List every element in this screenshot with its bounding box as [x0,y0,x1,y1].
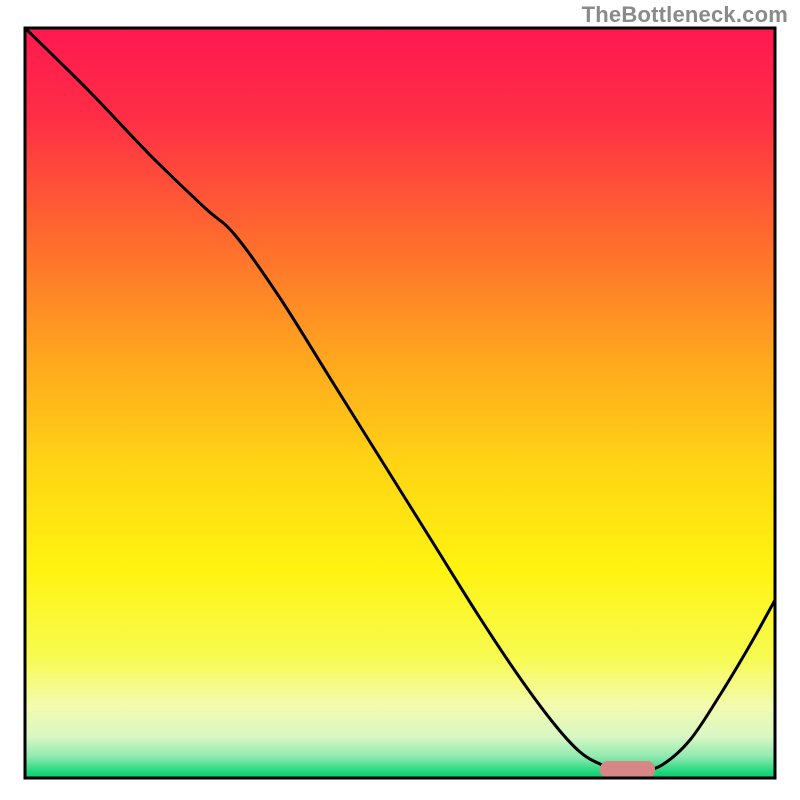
chart-container: TheBottleneck.com [0,0,800,800]
optimal-marker [600,761,655,778]
bottleneck-chart [0,0,800,800]
watermark-text: TheBottleneck.com [582,2,788,28]
